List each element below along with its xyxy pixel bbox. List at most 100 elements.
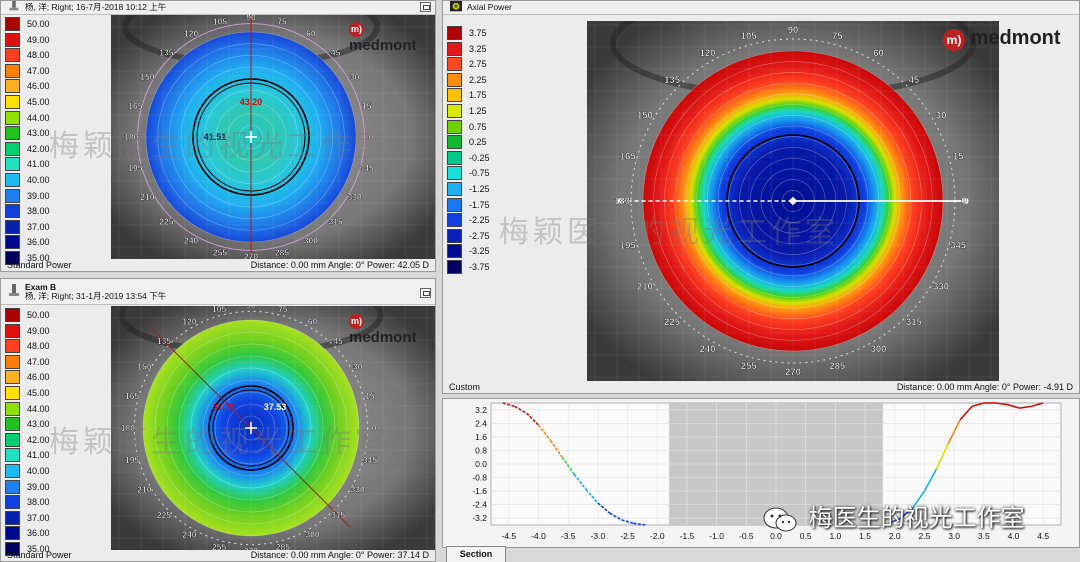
legend-value: 3.25	[469, 43, 487, 54]
axial-title: Axial Power	[467, 2, 512, 12]
angle-label: 15	[362, 101, 372, 111]
axial-topography-map[interactable]: 90 105 120 135 150 165 180 195 210 225 240 255 270 28…	[587, 21, 999, 381]
legend-swatch	[5, 323, 20, 338]
legend-swatch	[5, 63, 20, 78]
section-endpoint	[617, 198, 624, 204]
legend-value: 42.00	[27, 434, 50, 445]
x-tick-label: 1.5	[859, 531, 871, 541]
legend-swatch	[5, 250, 20, 265]
topography-map[interactable]: 9010512013515016518019521022524025527028…	[111, 306, 435, 550]
restore-button[interactable]	[420, 288, 431, 298]
legend-value: 44.00	[27, 112, 50, 123]
section-curve-right	[923, 468, 938, 492]
medmont-logo: m) medmont	[349, 19, 435, 54]
section-curve-left	[537, 424, 552, 441]
legend-swatch	[447, 103, 462, 118]
tab-section[interactable]: Section	[446, 546, 506, 562]
exam-b-title: Exam B 杨, 洋; Right; 31-1月-2019 13:54 下午	[25, 283, 166, 301]
legend-swatch	[447, 259, 462, 274]
angle-label: 180	[124, 132, 138, 142]
angle-label: 165	[128, 101, 142, 111]
legend-swatch	[5, 79, 20, 94]
legend-swatch	[5, 495, 20, 510]
exam-b-panel: Exam B 杨, 洋; Right; 31-1月-2019 13:54 下午 …	[0, 278, 436, 562]
medmont-logo-mark: m)	[943, 29, 965, 51]
x-tick-label: -4.0	[531, 531, 546, 541]
section-curve-right	[1019, 405, 1032, 409]
section-curve-right	[935, 443, 949, 470]
exam-b-name: Exam B	[25, 282, 57, 292]
section-curve-right	[888, 517, 902, 525]
legend-value: 41.00	[27, 159, 50, 170]
legend-swatch	[5, 172, 20, 187]
angle-label: 195	[620, 240, 637, 251]
legend-value: 3.75	[469, 28, 487, 38]
angle-label: 225	[157, 510, 171, 520]
angle-label: 300	[305, 530, 319, 540]
legend-value: 40.00	[27, 465, 50, 476]
section-curve-right	[900, 507, 914, 519]
angle-label: 15	[953, 152, 964, 163]
restore-button[interactable]	[420, 2, 431, 12]
angle-label: 75	[278, 306, 288, 314]
legend-value: 45.00	[27, 96, 50, 107]
legend-swatch	[447, 26, 462, 40]
x-tick-label: 4.5	[1037, 531, 1049, 541]
legend-swatch	[447, 119, 462, 134]
legend-swatch	[447, 228, 462, 243]
angle-label: 90	[246, 15, 256, 22]
legend-value: 46.00	[27, 372, 50, 383]
x-tick-label: -0.5	[739, 531, 754, 541]
angle-label: 30	[936, 111, 947, 122]
x-tick-label: 0.0	[770, 531, 782, 541]
angle-label: 255	[213, 248, 227, 258]
legend-swatch	[5, 448, 20, 463]
angle-label: 150	[137, 361, 151, 371]
map-value-label: 37.53	[264, 402, 287, 412]
legend-swatch	[447, 135, 462, 150]
legend-value: -0.75	[469, 168, 490, 179]
angle-label: 270	[244, 546, 258, 550]
legend-swatch	[5, 370, 20, 385]
angle-label: 300	[871, 344, 887, 355]
legend-swatch	[5, 126, 20, 141]
x-tick-label: 2.0	[889, 531, 901, 541]
angle-label: 285	[276, 542, 290, 550]
section-chart: 3.2 2.4 1.6 0.8 0.0 -0.8 -1.6 -2.4 -3.2 -4.5 -4.0 -…	[472, 402, 1062, 541]
section-curve-right	[959, 405, 973, 421]
ring-line	[190, 367, 312, 489]
ring-line	[178, 355, 324, 501]
legend-swatch	[447, 197, 462, 212]
x-tick-label: -4.5	[501, 531, 516, 541]
legend-value: 43.00	[27, 419, 50, 430]
angle-label: 0	[368, 132, 373, 142]
x-tick-label: 3.5	[978, 531, 990, 541]
x-tick-label: -1.0	[709, 531, 724, 541]
exam-b-titlebar: Exam B 杨, 洋; Right; 31-1月-2019 13:54 下午	[1, 279, 435, 305]
angle-label: 30	[353, 361, 363, 371]
legend-swatch	[5, 157, 20, 172]
axial-power-panel: Axial Power 3.75 3.25 2.75 2.25 1.75 1.25 0.75…	[442, 0, 1080, 394]
section-curve-right	[971, 402, 985, 408]
wechat-text: 梅医生的视光工作室	[808, 505, 1025, 532]
ring-line	[214, 391, 288, 465]
legend-swatch	[447, 41, 462, 56]
legend-swatch	[447, 166, 462, 181]
medmont-logo-text: medmont	[970, 27, 1061, 49]
watermark-text: 梅颖医生的视光工作室	[499, 216, 839, 249]
angle-label: 195	[125, 455, 139, 465]
angle-label: 135	[159, 47, 173, 57]
legend-swatch	[5, 479, 20, 494]
axial-topography-map-svg: 9010512013515016518019521022524025527028…	[587, 21, 999, 381]
x-tick-label: -1.5	[680, 531, 695, 541]
legend-value: 43.00	[27, 128, 50, 139]
legend-swatch	[5, 541, 20, 556]
angle-label: 45	[909, 75, 920, 86]
legend-swatch	[5, 17, 20, 31]
legend-swatch	[447, 150, 462, 165]
y-tick-label: 1.6	[475, 432, 487, 442]
section-endpoint	[962, 198, 969, 204]
legend-value: 1.25	[469, 105, 487, 116]
exam-a-titlebar: 杨, 洋; Right; 16-7月-2018 10:12 上午	[1, 1, 435, 15]
